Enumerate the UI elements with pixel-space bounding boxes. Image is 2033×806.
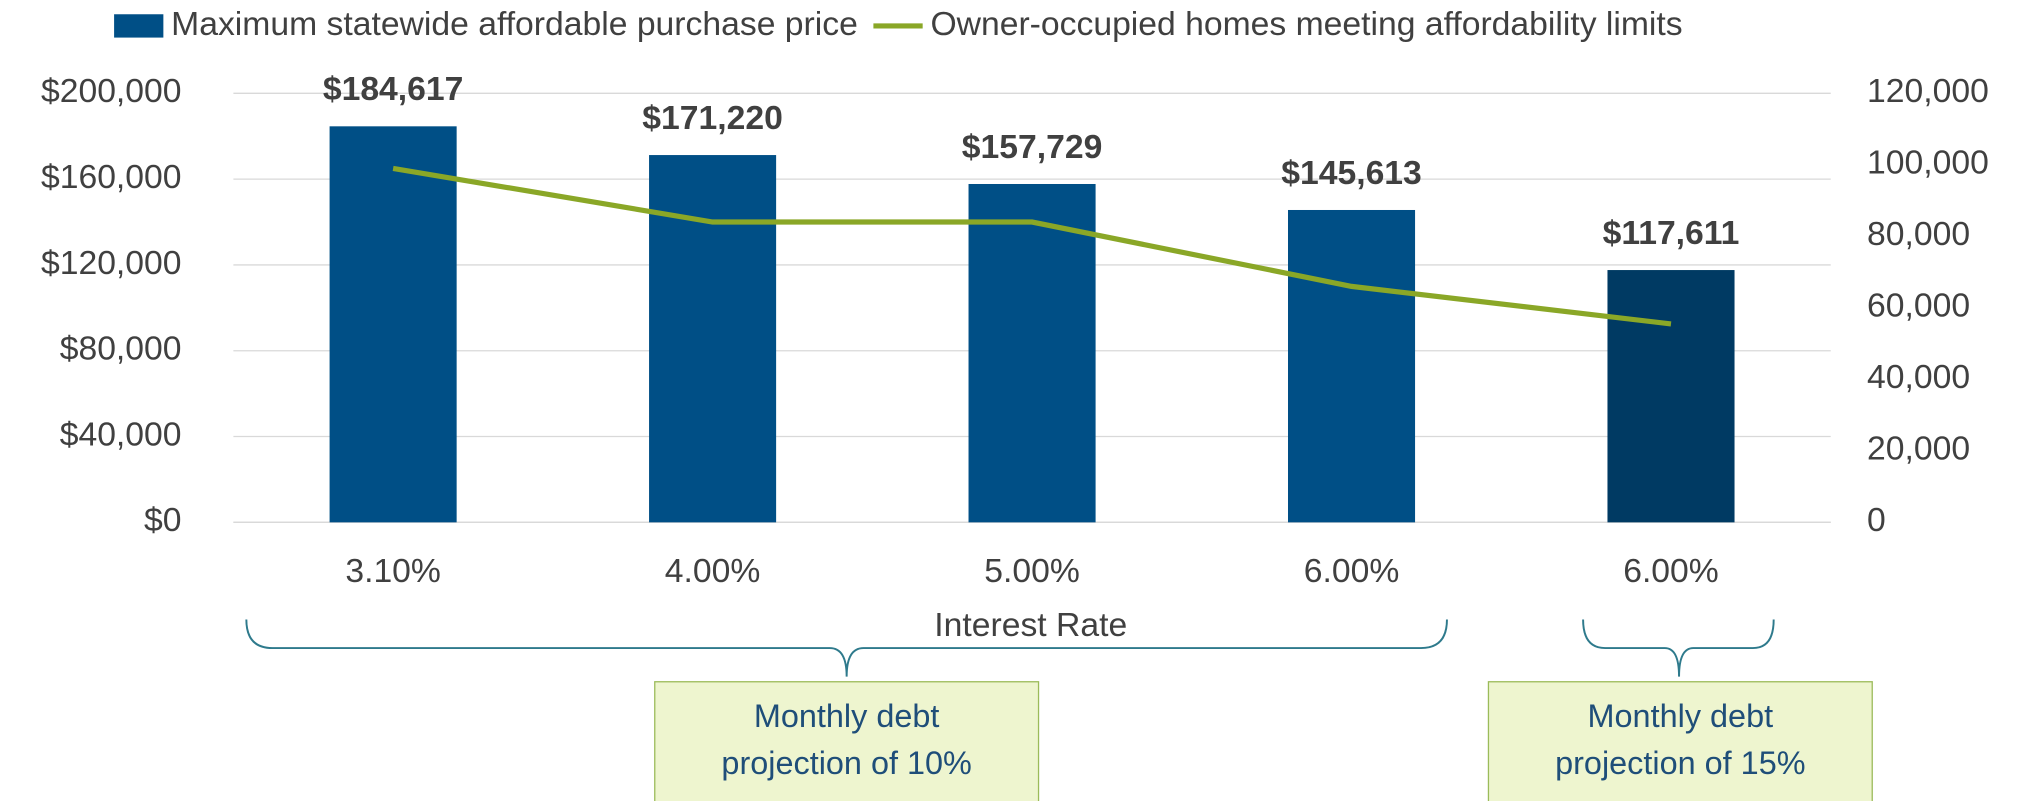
data-label: $171,220	[642, 99, 783, 137]
y-tick-label: $160,000	[41, 158, 182, 196]
y2-tick-label: 100,000	[1867, 144, 1989, 182]
y2-tick-label: 60,000	[1867, 287, 1970, 325]
data-label: $117,611	[1603, 214, 1740, 252]
y-tick-label: $80,000	[60, 330, 182, 368]
bar	[968, 183, 1096, 523]
annotation: Monthly debt projection of 15%	[1555, 698, 1806, 782]
annotation-text: Monthly debt projection of 10%	[721, 698, 972, 782]
legend-label: Owner-occupied homes meeting affordabili…	[930, 5, 1682, 43]
x-tick-label: 3.10%	[345, 552, 441, 590]
x-axis-label: Interest Rate	[934, 606, 1127, 644]
x-tick-label: 6.00%	[1623, 552, 1719, 590]
bar	[1607, 270, 1735, 523]
x-tick-label: 5.00%	[984, 552, 1080, 590]
annotation-box	[654, 681, 1040, 805]
y-tick-label: $200,000	[41, 72, 182, 110]
y2-tick-label: 0	[1867, 501, 1886, 539]
y2-tick-label: 40,000	[1867, 358, 1970, 396]
bracket	[1582, 619, 1775, 677]
annotation: Monthly debt projection of 10%	[721, 698, 972, 782]
y-tick-label: $0	[144, 501, 181, 539]
y2-tick-label: 80,000	[1867, 215, 1970, 253]
y2-tick-label: 120,000	[1867, 72, 1989, 110]
y2-tick-label: 20,000	[1867, 430, 1970, 468]
bar	[329, 126, 457, 523]
annotation-box	[1487, 681, 1873, 805]
bar	[649, 155, 777, 523]
x-tick-label: 4.00%	[665, 552, 761, 590]
data-label: $157,729	[962, 128, 1103, 166]
bar	[1287, 209, 1416, 523]
legend-swatch	[114, 14, 164, 38]
x-tick-label: 6.00%	[1304, 552, 1400, 590]
y-tick-label: $120,000	[41, 244, 182, 282]
legend-label: Maximum statewide affordable purchase pr…	[171, 5, 858, 43]
annotation-text: Monthly debt projection of 15%	[1555, 698, 1806, 782]
bracket	[245, 619, 1448, 677]
data-label: $145,613	[1281, 154, 1422, 192]
data-label: $184,617	[323, 70, 464, 108]
line	[392, 165, 1672, 327]
y-tick-label: $40,000	[60, 415, 182, 453]
